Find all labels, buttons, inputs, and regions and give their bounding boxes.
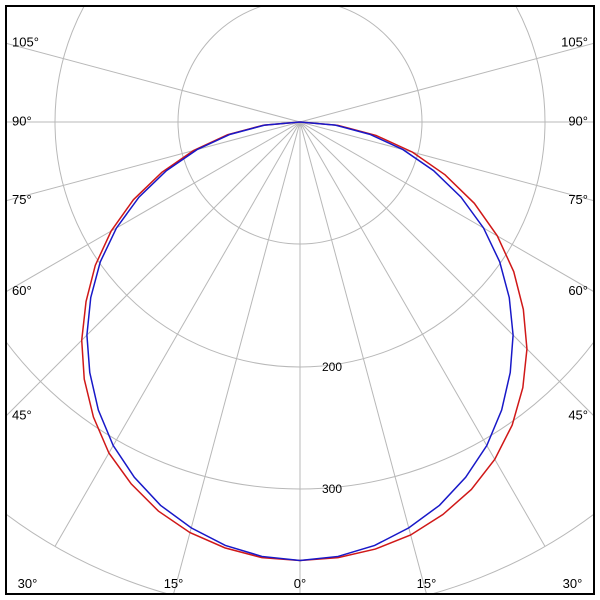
angle-label: 0° xyxy=(294,576,306,591)
angle-label: 45° xyxy=(12,407,32,422)
angle-label: 60° xyxy=(568,283,588,298)
polar-chart-container: 105° 90° 75° 60° 45° 30° 15° 105° 90° 75° 60° 45° 30… xyxy=(0,0,600,600)
radial-label: 300 xyxy=(322,482,342,496)
angle-label: 90° xyxy=(12,113,32,128)
radial-label: 200 xyxy=(322,360,342,374)
angle-label: 105° xyxy=(561,35,588,50)
angle-label: 15° xyxy=(417,576,437,591)
angle-label: 75° xyxy=(568,192,588,207)
polar-chart-svg: 105° 90° 75° 60° 45° 30° 15° 105° 90° 75° 60° 45° 30… xyxy=(0,0,600,600)
angle-label: 15° xyxy=(164,576,184,591)
angle-label: 30° xyxy=(18,576,38,591)
angle-label: 45° xyxy=(568,407,588,422)
angle-label: 105° xyxy=(12,35,39,50)
angle-label: 30° xyxy=(563,576,583,591)
angle-label: 75° xyxy=(12,192,32,207)
angle-label: 90° xyxy=(568,113,588,128)
angle-label: 60° xyxy=(12,283,32,298)
